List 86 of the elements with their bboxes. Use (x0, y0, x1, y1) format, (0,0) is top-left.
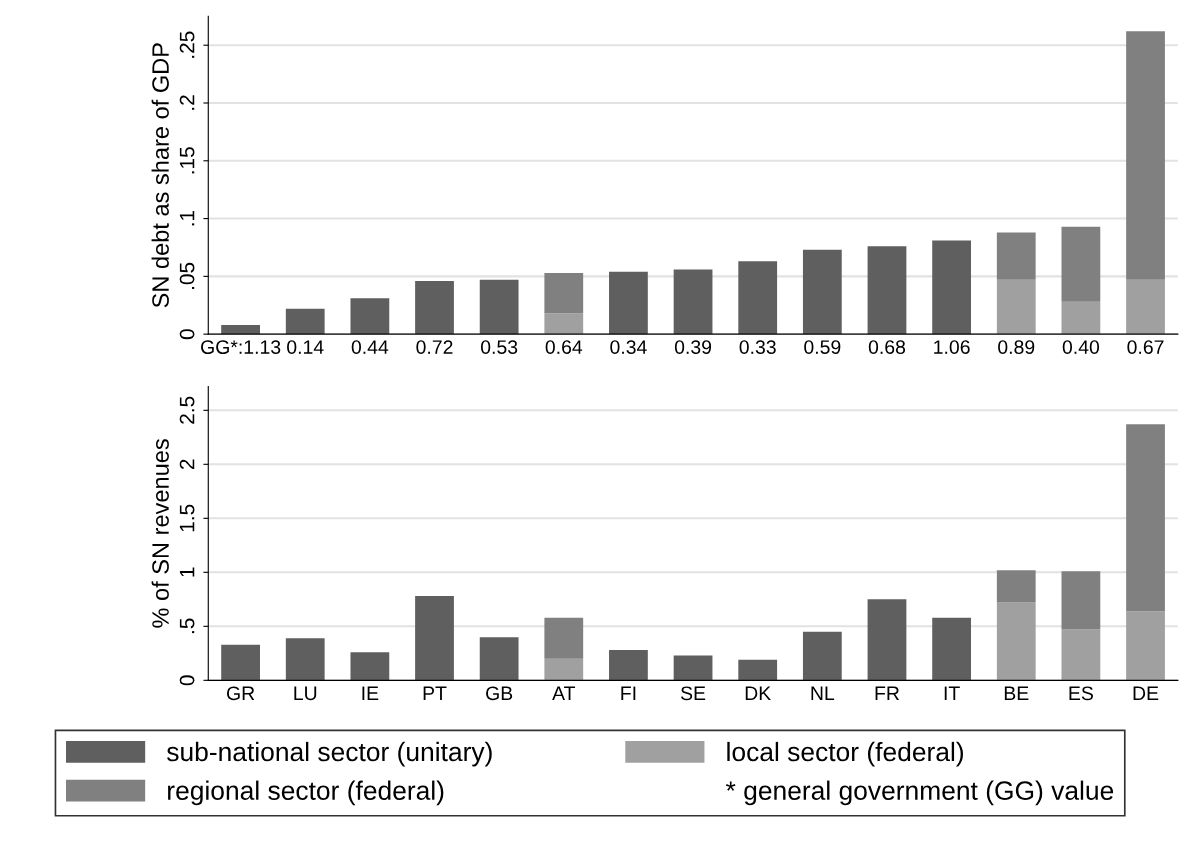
x-tick-label: 0.64 (545, 340, 583, 354)
bar (350, 652, 390, 681)
x-tick-label: 0.53 (480, 340, 518, 354)
x-tick-label: 0.33 (739, 340, 776, 354)
bar (479, 279, 519, 335)
bar (738, 261, 778, 335)
bar (544, 658, 584, 681)
x-tick-label: 0.44 (351, 340, 389, 354)
bar (1061, 629, 1101, 681)
y-tick-label: .05 (179, 262, 195, 289)
x-tick-label: FI (621, 686, 636, 700)
x-tick-label: GR (226, 686, 255, 701)
bar (802, 249, 842, 335)
x-tick-label: 0.40 (1062, 340, 1100, 354)
x-tick-label: 0.89 (998, 340, 1035, 354)
x-tick-label: 0.39 (674, 340, 712, 354)
bar (285, 638, 325, 681)
bar (1126, 611, 1165, 681)
bar (867, 599, 907, 681)
bar (738, 659, 778, 681)
y-tick-label: .15 (179, 147, 195, 174)
legend-label: local sector (federal) (727, 741, 963, 767)
bar (1061, 571, 1101, 630)
bar (673, 655, 713, 681)
x-tick-label: 1.06 (934, 340, 970, 354)
text: * general government (GG) value (725, 780, 1114, 806)
x-tick-label: 0.59 (804, 340, 841, 354)
bar (221, 324, 260, 335)
x-tick-label: FR (875, 686, 900, 700)
x-tick-label: GB (486, 686, 513, 701)
x-tick-label: GG*:1.13 (201, 340, 281, 354)
bar (544, 313, 584, 335)
bar (996, 602, 1036, 681)
y-axis-title: SN debt as share of GDP (151, 43, 169, 308)
bar (932, 240, 972, 335)
x-tick-label: 0.67 (1127, 340, 1164, 354)
x-tick-label: 0.34 (610, 340, 647, 354)
y-tick-label: 0 (179, 675, 195, 686)
bar (544, 272, 584, 314)
y-axis-title: % of SN revenues (151, 439, 169, 628)
y-tick-label: .25 (179, 31, 195, 58)
bar (415, 280, 454, 335)
legend-label: sub-national sector (unitary) (167, 741, 492, 767)
bar (479, 637, 519, 681)
bar (415, 596, 454, 681)
bar (1061, 301, 1101, 335)
x-tick-label: 0.14 (287, 340, 324, 354)
x-tick-label: NL (811, 686, 835, 700)
y-tick-label: 1.5 (179, 504, 195, 532)
bar (221, 644, 260, 681)
bar (1126, 31, 1165, 280)
x-tick-label: AT (552, 686, 576, 700)
bar (1126, 424, 1165, 612)
x-tick-label: ES (1069, 686, 1093, 701)
y-tick-label: .5 (179, 618, 195, 634)
bar (1126, 279, 1165, 335)
x-tick-label: LU (294, 686, 317, 701)
bar (350, 298, 390, 335)
y-tick-label: 0 (179, 329, 195, 340)
bar (996, 279, 1036, 335)
x-tick-label: PT (423, 686, 447, 700)
x-tick-label: SE (680, 686, 706, 701)
y-tick-label: 2 (179, 459, 195, 470)
y-tick-label: 1 (179, 567, 195, 577)
bar (996, 232, 1036, 280)
bar (673, 269, 713, 335)
bar (1061, 226, 1101, 302)
x-tick-label: 0.72 (416, 340, 453, 354)
y-tick-label: .2 (179, 95, 195, 110)
bar (802, 631, 842, 681)
x-tick-label: BE (1004, 686, 1029, 700)
x-tick-label: IT (944, 686, 960, 700)
bar (867, 246, 907, 335)
x-tick-label: 0.68 (868, 340, 906, 354)
x-tick-label: DK (745, 686, 771, 700)
x-tick-label: DE (1133, 686, 1159, 700)
bar (609, 650, 648, 681)
bar (544, 617, 584, 659)
x-tick-label: IE (362, 686, 379, 700)
bar (996, 570, 1036, 603)
y-tick-label: 2.5 (179, 396, 195, 424)
bar (609, 271, 648, 335)
bar (932, 617, 972, 681)
bar (285, 308, 325, 335)
y-tick-label: .1 (179, 210, 195, 226)
legend-label: regional sector (federal) (168, 780, 444, 806)
